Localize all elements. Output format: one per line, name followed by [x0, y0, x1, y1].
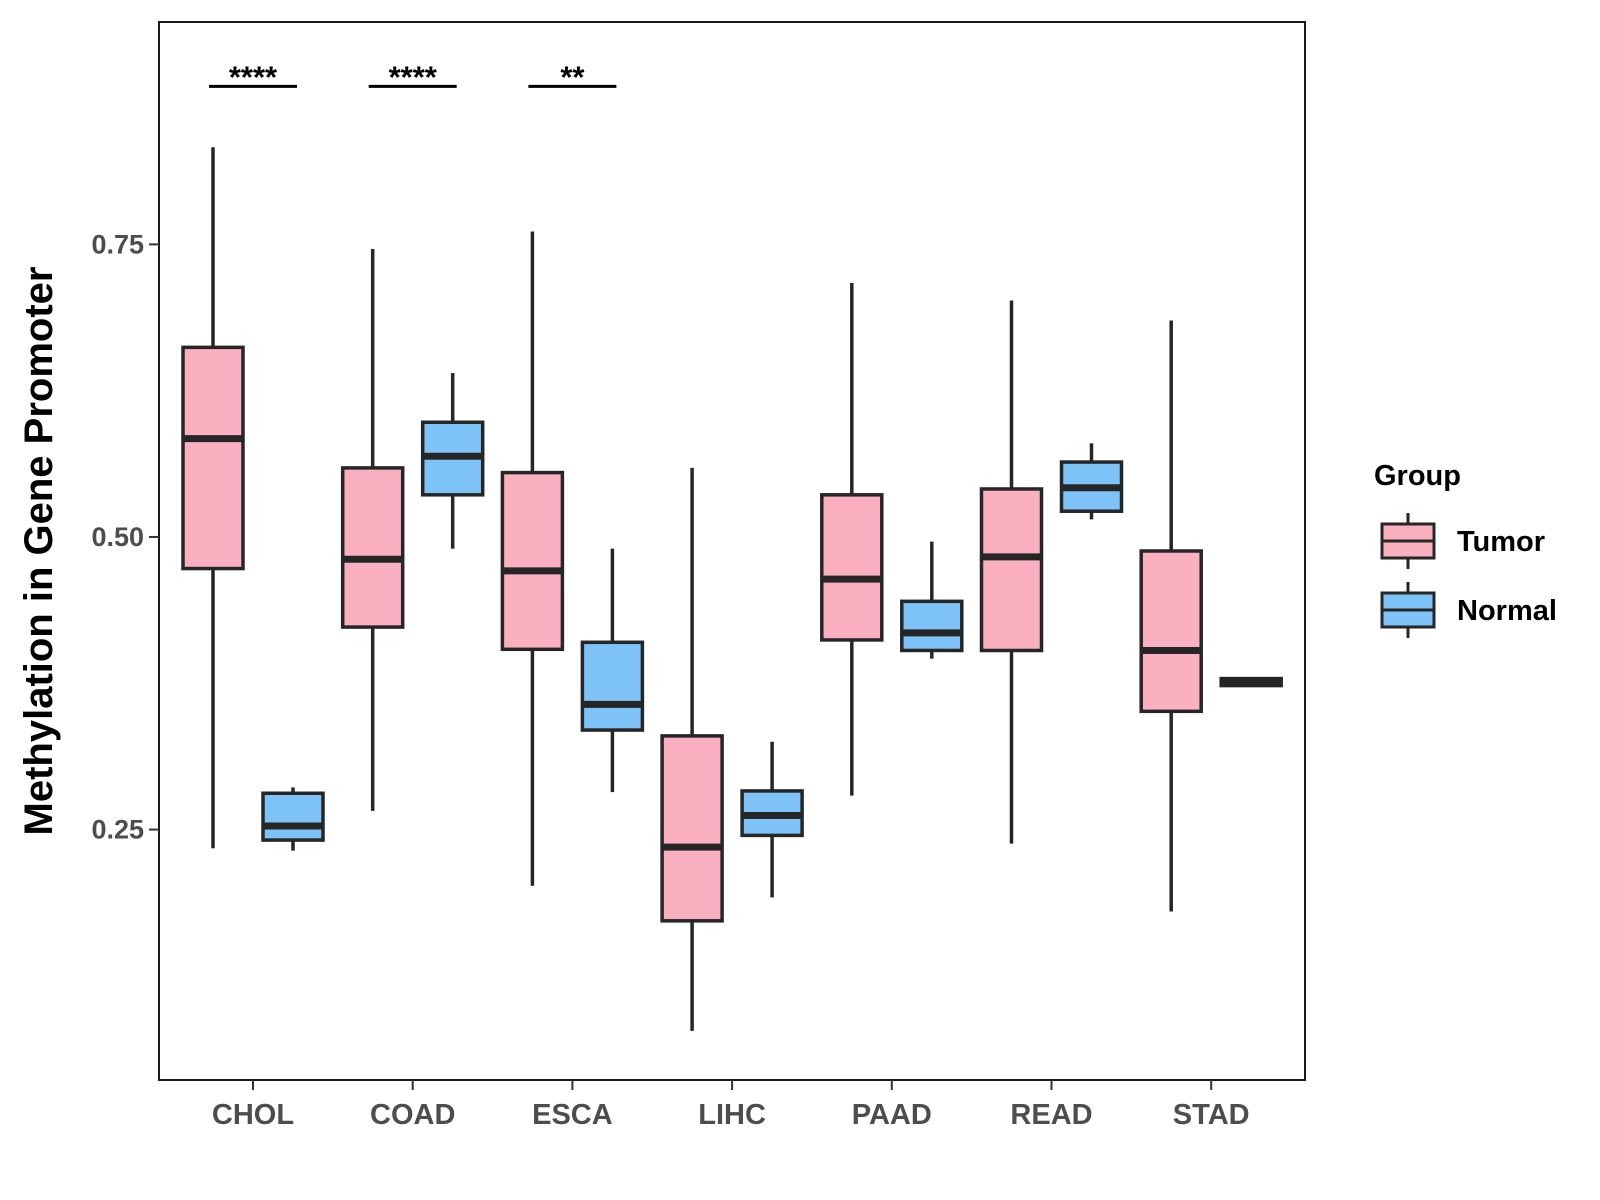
box-body — [580, 640, 645, 732]
box-body — [900, 599, 964, 653]
box-tumor-esca — [500, 231, 565, 886]
x-tick-label: CHOL — [212, 1099, 294, 1131]
legend-title: Group — [1374, 460, 1461, 492]
box-normal-esca — [580, 548, 645, 793]
box-body — [660, 734, 724, 923]
y-tick-label: 0.25 — [91, 815, 144, 845]
box-normal-read — [1059, 443, 1124, 520]
x-tick-label: ESCA — [532, 1099, 613, 1131]
box-body — [820, 493, 884, 642]
y-axis-label: Methylation in Gene Promoter — [17, 267, 61, 836]
x-tick-label: READ — [1010, 1099, 1092, 1131]
box-body — [261, 791, 325, 842]
x-tick-label: STAD — [1173, 1099, 1250, 1131]
plot-area: 0.25 0.50 0.75 CHOL COAD ESCA LIHC PAAD READ STAD… — [91, 21, 1306, 1131]
x-tick-label: COAD — [370, 1099, 455, 1131]
significance-label: **** — [229, 59, 278, 94]
box-normal-chol — [261, 787, 325, 851]
box-tumor-paad — [820, 282, 884, 796]
box-body — [340, 466, 405, 629]
y-tick-label: 0.75 — [91, 229, 144, 259]
box-tumor-stad — [1139, 320, 1203, 912]
box-normal-stad — [1219, 676, 1283, 688]
legend: Group Tumor Normal — [1374, 460, 1557, 638]
x-tick-label: PAAD — [852, 1099, 932, 1131]
box-body — [1139, 549, 1203, 714]
significance-label: **** — [389, 59, 438, 94]
box-tumor-lihc — [660, 467, 724, 1031]
box-body — [181, 345, 245, 571]
x-tick-label: LIHC — [698, 1099, 766, 1131]
legend-label-tumor: Tumor — [1457, 526, 1545, 558]
box-body — [500, 470, 565, 652]
box-tumor-read — [979, 300, 1044, 844]
box-normal-paad — [900, 541, 964, 659]
box-normal-lihc — [740, 741, 804, 898]
box-tumor-chol — [181, 147, 245, 849]
y-tick-label: 0.50 — [91, 522, 144, 552]
significance-label: ** — [560, 59, 585, 94]
box-normal-coad — [420, 373, 485, 549]
legend-label-normal: Normal — [1457, 595, 1557, 627]
box-tumor-coad — [340, 249, 405, 811]
box-body — [979, 487, 1044, 653]
